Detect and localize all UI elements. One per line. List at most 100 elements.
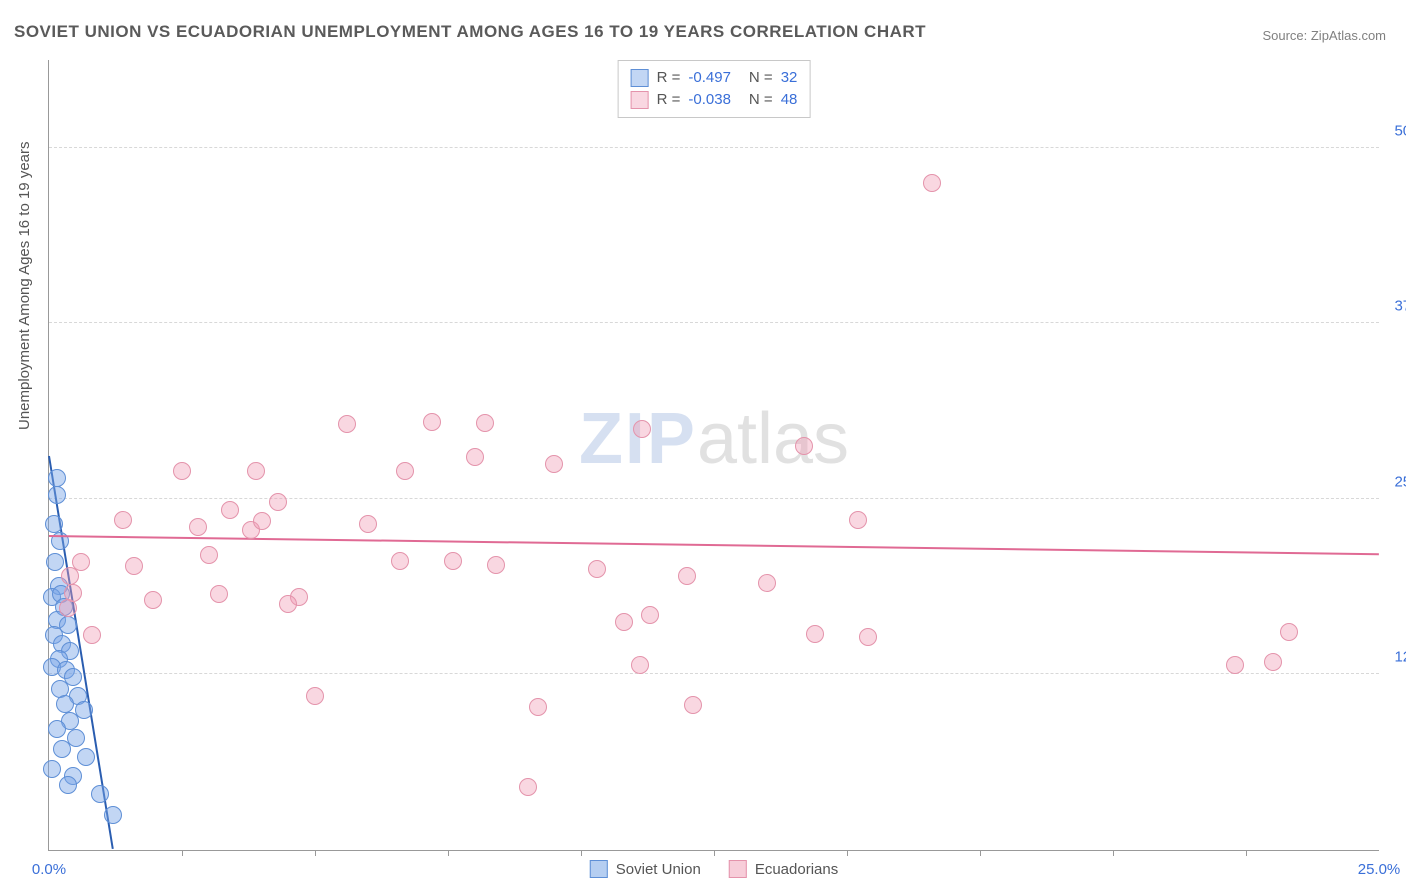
- data-point: [849, 511, 867, 529]
- data-point: [189, 518, 207, 536]
- y-axis-label: Unemployment Among Ages 16 to 19 years: [16, 141, 33, 430]
- data-point: [338, 415, 356, 433]
- data-point: [633, 420, 651, 438]
- legend-r-value: -0.497: [688, 67, 731, 89]
- legend-r-label: R =: [657, 67, 681, 89]
- data-point: [200, 546, 218, 564]
- legend-row: R = -0.497 N = 32: [631, 67, 798, 89]
- y-tick-label: 50.0%: [1394, 122, 1406, 139]
- data-point: [104, 806, 122, 824]
- data-point: [396, 462, 414, 480]
- x-tick-label: 25.0%: [1358, 861, 1401, 878]
- legend-n-label: N =: [749, 67, 773, 89]
- data-point: [476, 414, 494, 432]
- data-point: [487, 556, 505, 574]
- data-point: [529, 698, 547, 716]
- data-point: [758, 574, 776, 592]
- gridline-horizontal: [49, 498, 1379, 499]
- series-legend: Soviet Union Ecuadorians: [590, 860, 838, 878]
- data-point: [444, 552, 462, 570]
- legend-item: Ecuadorians: [729, 860, 838, 878]
- data-point: [114, 511, 132, 529]
- data-point: [269, 493, 287, 511]
- legend-label: Ecuadorians: [755, 861, 838, 878]
- watermark-atlas: atlas: [697, 399, 849, 479]
- data-point: [45, 515, 63, 533]
- x-tick-minor: [980, 850, 981, 856]
- y-tick-label: 25.0%: [1394, 473, 1406, 490]
- data-point: [923, 174, 941, 192]
- data-point: [48, 469, 66, 487]
- gridline-horizontal: [49, 147, 1379, 148]
- data-point: [125, 557, 143, 575]
- data-point: [615, 613, 633, 631]
- data-point: [48, 720, 66, 738]
- data-point: [221, 501, 239, 519]
- data-point: [59, 599, 77, 617]
- data-point: [173, 462, 191, 480]
- legend-swatch: [590, 860, 608, 878]
- legend-r-label: R =: [657, 89, 681, 111]
- x-tick-minor: [315, 850, 316, 856]
- data-point: [859, 628, 877, 646]
- x-tick-label: 0.0%: [32, 861, 66, 878]
- watermark-zip: ZIP: [579, 399, 697, 479]
- data-point: [253, 512, 271, 530]
- data-point: [588, 560, 606, 578]
- data-point: [279, 595, 297, 613]
- x-tick-minor: [182, 850, 183, 856]
- legend-row: R = -0.038 N = 48: [631, 89, 798, 111]
- data-point: [91, 785, 109, 803]
- correlation-legend: R = -0.497 N = 32 R = -0.038 N = 48: [618, 60, 811, 118]
- data-point: [48, 486, 66, 504]
- data-point: [1280, 623, 1298, 641]
- y-tick-label: 37.5%: [1394, 298, 1406, 315]
- data-point: [83, 626, 101, 644]
- data-point: [210, 585, 228, 603]
- data-point: [423, 413, 441, 431]
- data-point: [56, 695, 74, 713]
- gridline-horizontal: [49, 673, 1379, 674]
- data-point: [53, 740, 71, 758]
- data-point: [359, 515, 377, 533]
- data-point: [247, 462, 265, 480]
- data-point: [46, 553, 64, 571]
- legend-item: Soviet Union: [590, 860, 701, 878]
- x-tick-minor: [581, 850, 582, 856]
- legend-label: Soviet Union: [616, 861, 701, 878]
- data-point: [806, 625, 824, 643]
- data-point: [59, 776, 77, 794]
- data-point: [144, 591, 162, 609]
- data-point: [519, 778, 537, 796]
- chart-title: SOVIET UNION VS ECUADORIAN UNEMPLOYMENT …: [14, 22, 926, 42]
- legend-r-value: -0.038: [688, 89, 731, 111]
- x-tick-minor: [1246, 850, 1247, 856]
- data-point: [641, 606, 659, 624]
- data-point: [1226, 656, 1244, 674]
- data-point: [678, 567, 696, 585]
- scatter-plot-area: ZIPatlas R =-0.497N =32R =-0.038N =48 So…: [48, 60, 1379, 851]
- data-point: [795, 437, 813, 455]
- data-point: [391, 552, 409, 570]
- legend-swatch: [631, 91, 649, 109]
- legend-n-label: N =: [749, 89, 773, 111]
- y-tick-label: 12.5%: [1394, 649, 1406, 666]
- data-point: [631, 656, 649, 674]
- x-tick-minor: [1113, 850, 1114, 856]
- data-point: [43, 760, 61, 778]
- data-point: [306, 687, 324, 705]
- data-point: [684, 696, 702, 714]
- legend-swatch: [729, 860, 747, 878]
- source-attribution: Source: ZipAtlas.com: [1262, 28, 1386, 43]
- legend-n-value: 32: [781, 67, 798, 89]
- x-tick-minor: [714, 850, 715, 856]
- data-point: [1264, 653, 1282, 671]
- data-point: [545, 455, 563, 473]
- data-point: [77, 748, 95, 766]
- data-point: [72, 553, 90, 571]
- x-tick-minor: [448, 850, 449, 856]
- data-point: [466, 448, 484, 466]
- legend-swatch: [631, 69, 649, 87]
- x-tick-minor: [847, 850, 848, 856]
- legend-n-value: 48: [781, 89, 798, 111]
